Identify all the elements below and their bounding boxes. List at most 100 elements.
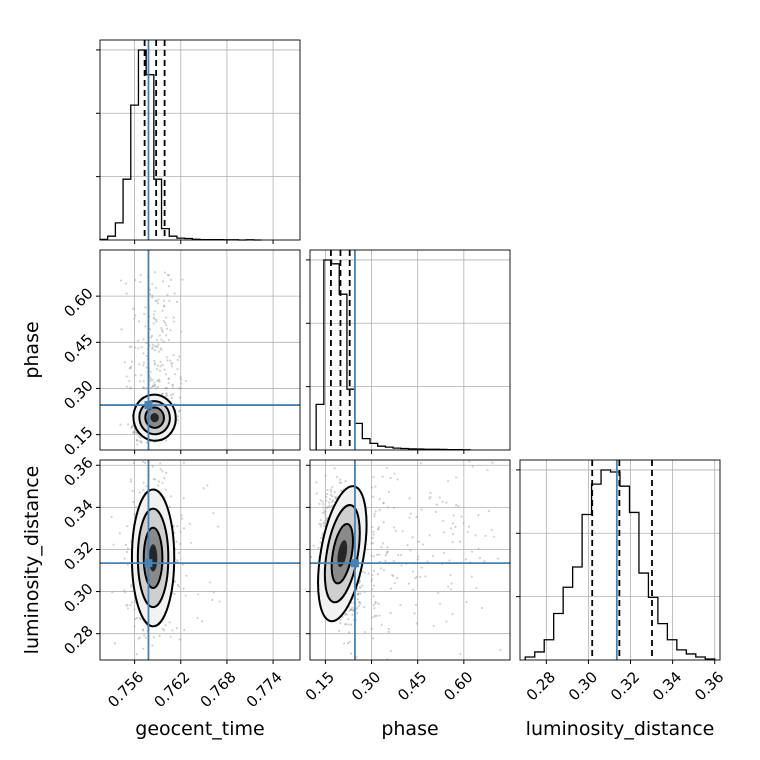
sample-point: [372, 569, 376, 572]
sample-point: [130, 430, 132, 432]
sample-point: [346, 618, 350, 621]
sample-point: [129, 480, 133, 483]
sample-point: [172, 353, 175, 357]
sample-point: [325, 516, 328, 520]
sample-point: [371, 486, 374, 489]
sample-point: [137, 339, 140, 342]
sample-point: [137, 637, 140, 640]
sample-point: [371, 542, 375, 545]
sample-point: [158, 634, 161, 638]
sample-point: [160, 326, 163, 330]
sample-point: [371, 525, 374, 529]
sample-point: [387, 490, 391, 493]
sample-point: [172, 525, 175, 528]
sample-point: [113, 642, 116, 645]
sample-point: [459, 652, 462, 656]
sample-point: [132, 461, 135, 465]
sample-point: [142, 338, 145, 341]
sample-point: [138, 616, 141, 620]
sample-point: [344, 479, 347, 483]
sample-point: [132, 431, 135, 434]
sample-point: [445, 501, 448, 504]
sample-point: [332, 499, 335, 502]
sample-point: [178, 355, 181, 358]
sample-point: [133, 346, 137, 349]
sample-point: [163, 271, 167, 274]
sample-point: [471, 465, 474, 468]
sample-point: [478, 556, 482, 560]
sample-point: [125, 375, 128, 378]
sample-point: [172, 316, 175, 319]
sample-point: [374, 614, 377, 617]
sample-point: [414, 576, 417, 580]
x-tick-label: 0.45: [394, 668, 430, 704]
sample-point: [153, 345, 156, 348]
sample-point: [95, 570, 97, 572]
sample-point: [151, 296, 154, 299]
sample-point: [477, 513, 480, 517]
sample-point: [474, 534, 477, 537]
sample-point: [490, 528, 493, 532]
sample-point: [142, 634, 146, 637]
sample-point: [123, 557, 126, 560]
sample-point: [131, 489, 134, 493]
sample-point: [139, 280, 142, 284]
sample-point: [356, 598, 359, 601]
sample-point: [385, 552, 388, 556]
sample-point: [164, 624, 167, 627]
sample-point: [331, 504, 334, 508]
sample-point: [173, 531, 176, 535]
sample-point: [339, 489, 342, 492]
sample-point: [358, 579, 362, 582]
sample-point: [452, 514, 455, 517]
sample-point: [142, 488, 145, 491]
sample-point: [141, 628, 145, 631]
sample-point: [167, 338, 171, 341]
sample-point: [432, 624, 435, 628]
sample-point: [137, 435, 141, 438]
sample-point: [158, 334, 162, 337]
sample-point: [435, 503, 438, 506]
sample-point: [371, 536, 374, 540]
sample-point: [182, 497, 185, 500]
sample-point: [396, 478, 399, 481]
sample-point: [374, 600, 377, 603]
sample-point: [173, 292, 176, 295]
sample-point: [162, 319, 166, 323]
sample-point: [156, 302, 160, 305]
y-tick-label: 0.45: [60, 330, 96, 366]
sample-point: [486, 469, 489, 472]
scatter-geocent_time-phase-grid: [100, 250, 300, 450]
panel-frame: [309, 459, 511, 661]
sample-point: [162, 340, 165, 343]
sample-point: [382, 501, 385, 504]
sample-point: [170, 397, 173, 400]
sample-point: [357, 604, 360, 608]
sample-point: [419, 575, 422, 579]
sample-point: [356, 606, 359, 610]
sample-point: [178, 409, 182, 412]
sample-point: [429, 496, 432, 499]
density-fill-core: [337, 540, 348, 568]
sample-point: [154, 299, 157, 302]
sample-point: [144, 636, 147, 639]
hist-luminosity_distance-grid: [545, 460, 716, 660]
sample-point: [408, 497, 411, 500]
sample-point: [169, 278, 173, 281]
sample-point: [135, 653, 138, 656]
sample-point: [128, 379, 131, 383]
sample-point: [151, 343, 154, 346]
sample-point: [135, 438, 139, 442]
sample-point: [155, 300, 158, 303]
sample-point: [330, 490, 333, 493]
sample-point: [318, 522, 321, 526]
sample-point: [149, 328, 152, 331]
sample-point: [447, 585, 450, 588]
sample-point: [151, 294, 154, 297]
sample-point: [160, 338, 163, 341]
sample-point: [180, 378, 183, 381]
sample-point: [166, 359, 169, 362]
sample-point: [434, 510, 438, 513]
sample-point: [176, 415, 180, 418]
sample-point: [169, 635, 172, 638]
